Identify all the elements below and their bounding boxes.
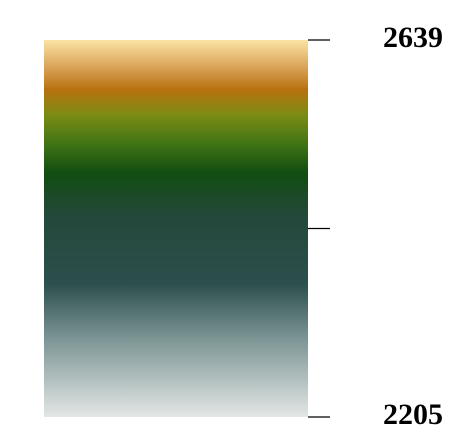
colorbar-axis: 2639 2205: [308, 21, 443, 431]
colorbar-tick-label: 2205: [383, 398, 443, 431]
colorbar-tick-label: 2639: [383, 21, 443, 54]
colorbar: [44, 40, 308, 417]
